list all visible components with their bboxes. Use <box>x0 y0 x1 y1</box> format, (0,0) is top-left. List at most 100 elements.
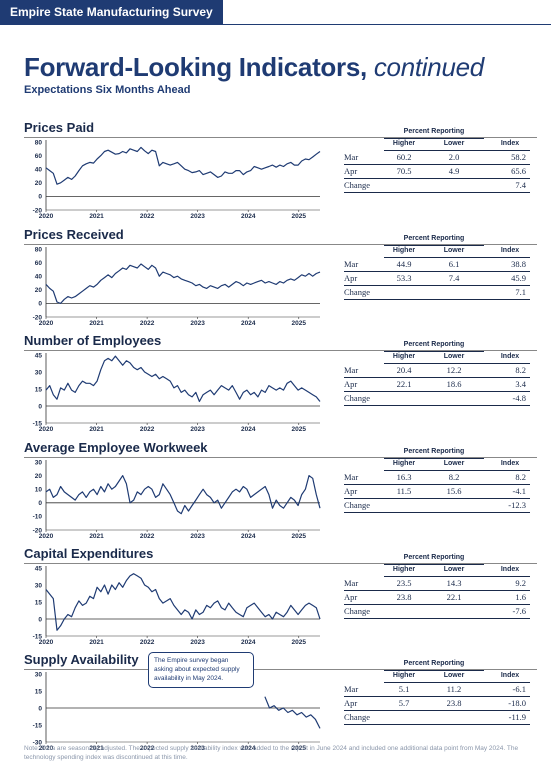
section-rule <box>24 350 537 351</box>
table-rule <box>384 682 530 683</box>
col-lower: Lower <box>443 566 465 573</box>
col-index: Index <box>500 353 520 360</box>
x-tick-label: 2021 <box>89 745 104 752</box>
x-tick-label: 2024 <box>241 639 256 646</box>
higher-value: 11.5 <box>396 486 412 496</box>
index-value: 65.6 <box>511 166 526 176</box>
y-tick-label: 30 <box>35 582 43 589</box>
table-row: Change -11.9 <box>344 712 530 725</box>
table-row: Mar 44.9 6.1 38.8 <box>344 259 530 272</box>
row-label: Mar <box>344 578 359 588</box>
x-tick-label: 2022 <box>140 745 155 752</box>
section-title: Capital Expenditures <box>24 546 154 561</box>
table-rule <box>344 696 530 697</box>
x-tick-label: 2022 <box>140 426 155 433</box>
table-row: Change -4.8 <box>344 393 530 406</box>
x-tick-label: 2022 <box>140 639 155 646</box>
x-tick-label: 2023 <box>190 320 205 327</box>
section-title: Number of Employees <box>24 333 162 348</box>
x-tick-label: 2021 <box>89 213 104 220</box>
table-rule <box>344 618 530 619</box>
lower-value: 12.2 <box>446 365 462 375</box>
y-tick-label: 20 <box>35 473 43 480</box>
col-higher: Higher <box>392 460 416 467</box>
higher-value: 44.9 <box>396 259 412 269</box>
page-subtitle: Expectations Six Months Ahead <box>24 84 191 96</box>
section-prices-paid: Prices Paid 80 60 40 20 0 -20 2020 2021 2022 2023 2… <box>0 120 551 226</box>
y-tick-label: 15 <box>35 599 43 606</box>
table-row: Apr 5.7 23.8 -18.0 <box>344 698 530 711</box>
y-tick-label: 0 <box>38 194 42 201</box>
y-tick-label: 40 <box>35 274 43 281</box>
supply-callout: The Empire survey began asking about exp… <box>148 652 254 688</box>
footnote: Note: Data are seasonally adjusted. The … <box>24 745 519 761</box>
x-tick-label: 2022 <box>140 320 155 327</box>
section-title: Average Employee Workweek <box>24 440 208 455</box>
table-rule <box>344 498 530 499</box>
index-value: 9.2 <box>515 578 526 588</box>
table-row: Mar 20.4 12.2 8.2 <box>344 365 530 378</box>
index-value: 8.2 <box>515 472 526 482</box>
table-rule <box>344 590 530 591</box>
index-value: 8.2 <box>515 365 526 375</box>
table-rule <box>344 604 530 605</box>
x-tick-label: 2024 <box>241 426 256 433</box>
row-label: Apr <box>344 166 358 176</box>
table-row: Apr 70.5 4.9 65.6 <box>344 166 530 179</box>
row-label: Apr <box>344 698 358 708</box>
row-label: Mar <box>344 259 359 269</box>
lower-value: 23.8 <box>446 698 462 708</box>
x-tick-label: 2020 <box>39 533 54 540</box>
higher-value: 53.3 <box>396 273 412 283</box>
lower-value: 14.3 <box>446 578 462 588</box>
higher-value: 5.7 <box>398 698 410 708</box>
higher-value: 5.1 <box>398 684 410 694</box>
section-title: Prices Paid <box>24 120 95 135</box>
table-rule <box>384 564 484 565</box>
x-tick-label: 2021 <box>89 320 104 327</box>
row-label: Change <box>344 287 370 297</box>
row-label: Change <box>344 712 370 722</box>
index-value: 38.8 <box>511 259 526 269</box>
change-value: -4.8 <box>512 393 526 403</box>
table-rule <box>384 257 530 258</box>
col-index: Index <box>500 566 520 573</box>
percent-reporting-label: Percent Reporting <box>403 448 465 455</box>
table-rule <box>344 377 530 378</box>
x-tick-label: 2024 <box>241 320 256 327</box>
lower-value: 18.6 <box>446 379 462 389</box>
index-value: 3.4 <box>515 379 526 389</box>
table-row: Mar 60.2 2.0 58.2 <box>344 152 530 165</box>
table-rule <box>384 458 484 459</box>
section-prices-received: Prices Received 80 60 40 20 0 -20 2020 2021 2022 2… <box>0 227 551 333</box>
row-label: Apr <box>344 592 358 602</box>
x-tick-label: 2025 <box>292 426 307 433</box>
change-value: -11.9 <box>508 712 526 722</box>
row-label: Mar <box>344 152 359 162</box>
x-tick-label: 2023 <box>190 533 205 540</box>
table-rule <box>384 150 530 151</box>
col-lower: Lower <box>443 353 465 360</box>
percent-reporting-label: Percent Reporting <box>403 660 465 667</box>
row-label: Change <box>344 180 370 190</box>
section-average-employee-workweek: Average Employee Workweek 30 20 10 0 -10 -20 20… <box>0 440 551 546</box>
table-rule <box>384 245 484 246</box>
table-row: Change -7.6 <box>344 606 530 619</box>
row-label: Apr <box>344 379 358 389</box>
y-tick-label: 60 <box>35 260 43 267</box>
lower-value: 11.2 <box>446 684 462 694</box>
x-tick-label: 2024 <box>241 213 256 220</box>
x-tick-label: 2025 <box>292 639 307 646</box>
y-tick-label: 45 <box>35 352 43 359</box>
table-rule <box>344 164 530 165</box>
section-rule <box>24 563 537 564</box>
x-tick-label: 2025 <box>292 320 307 327</box>
section-rule <box>24 244 537 245</box>
higher-value: 70.5 <box>396 166 412 176</box>
section-capital-expenditures: Capital Expenditures 45 30 15 0 -15 2020 2021 20… <box>0 546 551 652</box>
